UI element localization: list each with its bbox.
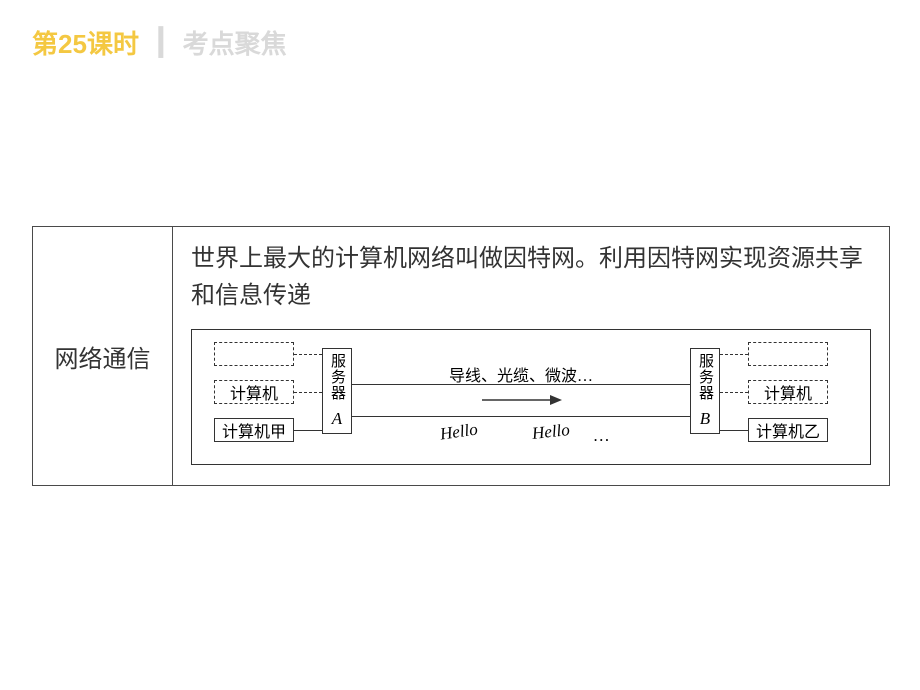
content-cell: 世界上最大的计算机网络叫做因特网。利用因特网实现资源共享和信息传递 计算机 计算…	[173, 227, 890, 486]
channel-bot-line	[352, 416, 690, 417]
topic-cell: 网络通信	[33, 227, 173, 486]
chapter-title: 第25课时	[32, 24, 139, 61]
conn-right-1	[720, 354, 748, 355]
left-node-computer-a: 计算机甲	[214, 418, 294, 442]
page-header: 第25课时 ┃ 考点聚焦	[32, 24, 287, 61]
server-a: 服务器 A	[322, 348, 352, 434]
hello-2: Hello	[531, 420, 571, 444]
right-node-blank	[748, 342, 828, 366]
arrow-icon	[482, 392, 562, 408]
conn-right-2	[720, 392, 748, 393]
description-text: 世界上最大的计算机网络叫做因特网。利用因特网实现资源共享和信息传递	[191, 241, 871, 315]
chapter-suffix: 课时	[87, 29, 139, 59]
hello-1: Hello	[439, 420, 479, 445]
topic-label: 网络通信	[55, 347, 151, 373]
conn-left-1	[294, 354, 322, 355]
left-node-computer-a-label: 计算机甲	[222, 418, 286, 442]
section-title: 考点聚焦	[183, 24, 287, 61]
conn-left-2	[294, 392, 322, 393]
server-b: 服务器 B	[690, 348, 720, 434]
server-a-label: 服务器	[323, 353, 351, 406]
right-node-computer: 计算机	[748, 380, 828, 404]
channel-label: 导线、光缆、微波…	[352, 362, 690, 386]
conn-right-3	[720, 430, 748, 431]
content-table: 网络通信 世界上最大的计算机网络叫做因特网。利用因特网实现资源共享和信息传递 计…	[32, 226, 890, 486]
server-b-label: 服务器	[691, 353, 719, 406]
left-node-computer-label: 计算机	[230, 380, 278, 404]
server-b-label-text: 服务器	[696, 353, 714, 401]
hello-dots: …	[594, 426, 609, 446]
conn-left-3	[294, 430, 322, 431]
network-diagram: 计算机 计算机甲 服务器 A 导线、	[191, 329, 871, 465]
chapter-number: 25	[58, 29, 87, 59]
chapter-prefix: 第	[32, 29, 58, 59]
right-node-computer-label: 计算机	[764, 380, 812, 404]
server-b-letter: B	[691, 409, 719, 429]
left-node-blank	[214, 342, 294, 366]
right-node-computer-b: 计算机乙	[748, 418, 828, 442]
right-node-computer-b-label: 计算机乙	[756, 418, 820, 442]
left-node-computer: 计算机	[214, 380, 294, 404]
server-a-letter: A	[323, 409, 351, 429]
header-divider: ┃	[153, 27, 169, 58]
server-a-label-text: 服务器	[328, 353, 346, 401]
